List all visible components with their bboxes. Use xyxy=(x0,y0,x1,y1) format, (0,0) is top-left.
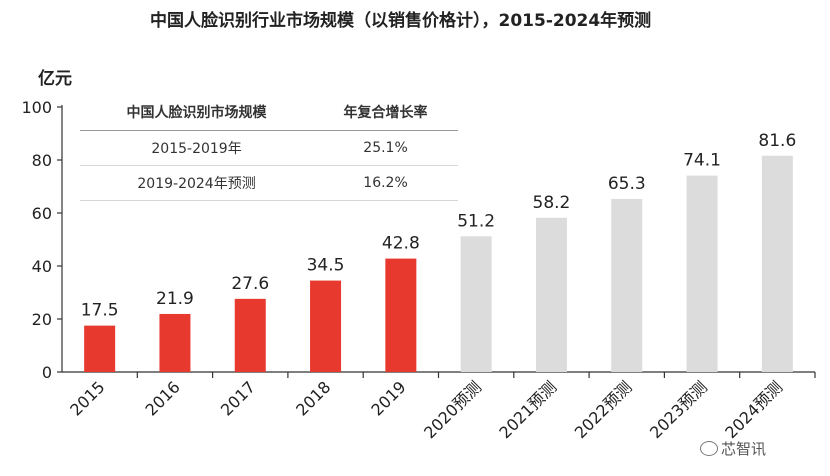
bar-value-label: 51.2 xyxy=(457,211,495,231)
y-tick-label: 80 xyxy=(32,151,52,170)
wechat-icon xyxy=(700,441,718,456)
cagr-table-rate: 25.1% xyxy=(313,130,458,166)
cagr-table-row: 2015-2019年 25.1% xyxy=(80,130,458,166)
y-tick-label: 0 xyxy=(42,363,52,382)
x-tick-label: 2016 xyxy=(142,377,184,419)
x-tick-label: 2021预测 xyxy=(495,377,560,442)
x-tick-label: 2023预测 xyxy=(646,377,711,442)
bar-value-label: 17.5 xyxy=(81,301,119,321)
bar xyxy=(84,325,116,372)
bar-value-label: 74.1 xyxy=(683,151,721,171)
cagr-table-period: 2019-2024年预测 xyxy=(80,165,314,201)
watermark: 芯智讯 xyxy=(700,438,766,459)
bar xyxy=(385,258,417,372)
y-tick-label: 60 xyxy=(32,204,52,223)
bar xyxy=(535,217,567,372)
x-tick-label: 2015 xyxy=(66,377,108,419)
bar-value-label: 58.2 xyxy=(533,193,571,213)
cagr-table-header-market: 中国人脸识别市场规模 xyxy=(80,96,314,131)
bar-value-label: 42.8 xyxy=(382,234,420,254)
cagr-table-period: 2015-2019年 xyxy=(80,130,314,166)
x-tick-label: 2022预测 xyxy=(571,377,636,442)
bar xyxy=(761,155,793,372)
bar xyxy=(234,298,266,372)
watermark-text: 芯智讯 xyxy=(721,440,767,458)
bar xyxy=(611,198,643,372)
bar-value-label: 34.5 xyxy=(307,256,345,276)
x-tick-label: 2019 xyxy=(367,377,409,419)
y-axis-unit-label: 亿元 xyxy=(38,69,72,89)
cagr-table-row: 2019-2024年预测 16.2% xyxy=(80,165,458,201)
cagr-table: 中国人脸识别市场规模 年复合增长率 2015-2019年 25.1% 2019-… xyxy=(80,96,458,201)
bar-value-label: 81.6 xyxy=(758,131,796,151)
bar xyxy=(310,280,342,372)
bar xyxy=(686,175,718,372)
cagr-table-header-cagr: 年复合增长率 xyxy=(313,96,458,131)
bar-value-label: 65.3 xyxy=(608,174,646,194)
x-tick-label: 2020预测 xyxy=(420,377,485,442)
y-tick-label: 100 xyxy=(21,98,52,117)
bar-value-label: 27.6 xyxy=(231,274,269,294)
chart-title: 中国人脸识别行业市场规模（以销售价格计），2015-2024年预测 xyxy=(150,11,652,31)
x-tick-label: 2018 xyxy=(292,377,334,419)
bar xyxy=(460,236,492,372)
x-tick-label: 2024预测 xyxy=(721,377,786,442)
y-tick-label: 20 xyxy=(32,310,52,329)
x-tick-label: 2017 xyxy=(217,377,259,419)
y-tick-label: 40 xyxy=(32,257,52,276)
bar xyxy=(159,313,191,372)
cagr-table-rate: 16.2% xyxy=(313,165,458,201)
bar-value-label: 21.9 xyxy=(156,289,194,309)
cagr-table-header-row: 中国人脸识别市场规模 年复合增长率 xyxy=(80,96,458,131)
